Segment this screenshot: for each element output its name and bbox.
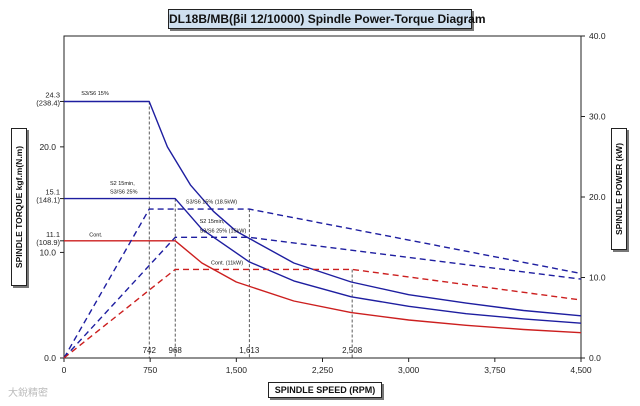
y-left-tick-label: 20.0 [39, 142, 56, 152]
y-left-value-label: (108.9) [36, 238, 60, 247]
y-left-value-label: 15.1 [45, 188, 60, 197]
x-tick-label: 2,250 [312, 365, 334, 375]
y-axis-left-label-box: SPINDLE TORQUE kgf.m(N.m) [11, 128, 27, 286]
torque-curve [64, 240, 582, 334]
x-tick-label: 4,500 [570, 365, 592, 375]
reference-line-label: 968 [169, 346, 183, 355]
x-tick-label: 3,750 [484, 365, 506, 375]
torque-curve [64, 197, 582, 324]
curve-annotation: S2 15min, [200, 219, 225, 225]
x-axis-label: SPINDLE SPEED (RPM) [268, 382, 382, 398]
y-left-value-label: (148.1) [36, 196, 60, 205]
curve-annotation: S3/S6 15% (18.5kW) [186, 199, 238, 205]
torque-curve [64, 100, 582, 317]
curve-annotation: Cont. [89, 233, 103, 239]
y-axis-left-label: SPINDLE TORQUE kgf.m(N.m) [14, 145, 25, 269]
watermark: 大銳精密 [8, 388, 48, 399]
y-right-tick-label: 0.0 [589, 353, 601, 363]
curve-annotation: S3/S6 15% [81, 91, 109, 97]
y-left-value-label: (238.4) [36, 98, 60, 107]
curve-annotation: S3/S6 25% [110, 189, 138, 195]
chart-title: DL18B/MB(βil 12/10000) Spindle Power-Tor… [168, 9, 486, 29]
power-curve [63, 236, 582, 359]
curve-annotation: Cont. (11kW) [211, 261, 243, 267]
y-right-tick-label: 10.0 [589, 273, 606, 283]
plot-frame [63, 35, 582, 359]
y-left-value-label: 24.3 [45, 90, 60, 99]
y-left-tick-label: 10.0 [39, 247, 56, 257]
power-curve [63, 268, 582, 359]
power-curve [63, 208, 582, 359]
y-axis-right-label: SPINDLE POWER (kW) [614, 142, 624, 236]
y-right-tick-label: 30.0 [589, 112, 606, 122]
y-left-value-label: 11.1 [46, 230, 60, 239]
curve-annotation: S2 15min, [110, 181, 135, 187]
y-right-tick-label: 40.0 [589, 31, 606, 41]
reference-line-label: 2,508 [342, 346, 363, 355]
x-tick-label: 0 [62, 365, 67, 375]
y-right-tick-label: 20.0 [589, 192, 606, 202]
y-left-tick-label: 0.0 [44, 353, 56, 363]
reference-line-label: 1,613 [239, 346, 260, 355]
x-tick-label: 750 [143, 365, 157, 375]
reference-line-label: 742 [143, 346, 157, 355]
x-tick-label: 1,500 [226, 365, 248, 375]
x-tick-label: 3,000 [398, 365, 420, 375]
curve-annotation: S3/S6 25% (15kW) [200, 228, 247, 234]
y-axis-right-label-box: SPINDLE POWER (kW) [611, 128, 627, 250]
